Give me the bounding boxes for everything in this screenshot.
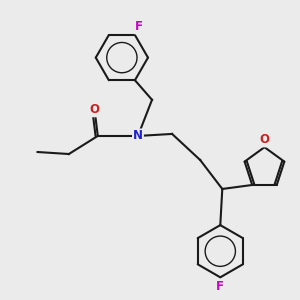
Text: N: N xyxy=(133,129,143,142)
Text: F: F xyxy=(216,280,224,293)
Text: F: F xyxy=(135,20,143,34)
Text: O: O xyxy=(90,103,100,116)
Text: O: O xyxy=(260,134,269,146)
